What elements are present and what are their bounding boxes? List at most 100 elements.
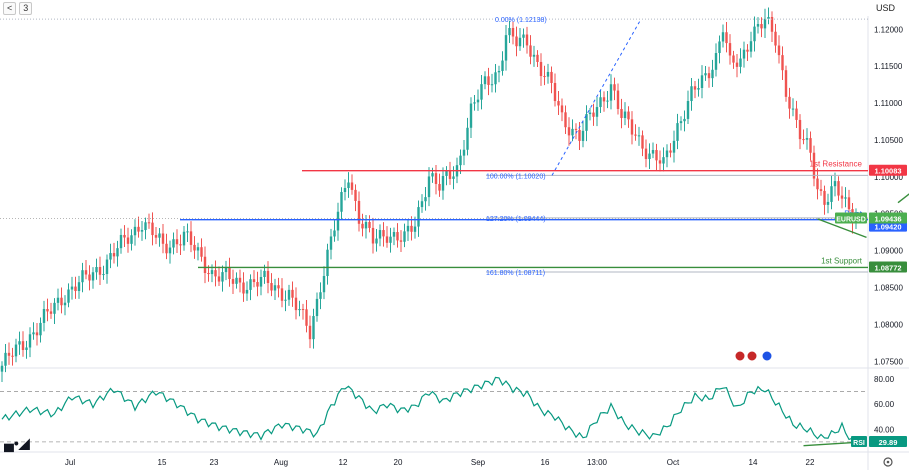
fib-level-label: 0.00% (1.12138) (495, 17, 547, 24)
gear-icon-center (886, 460, 890, 464)
candle-body (140, 230, 144, 232)
candle-body (637, 135, 641, 137)
candle-body (718, 41, 721, 54)
x-tick-label: 20 (394, 458, 403, 467)
candle-body (448, 170, 452, 179)
candle-body (480, 84, 483, 100)
level-price-tag (869, 261, 907, 273)
candle-body (623, 111, 627, 119)
candle-body (840, 195, 844, 199)
candle-body (725, 32, 728, 44)
candle-body (557, 101, 560, 106)
candle-body (742, 49, 746, 59)
candle-body (620, 108, 623, 119)
candle-body (497, 70, 501, 73)
y-tick-label: 1.07500 (874, 357, 903, 366)
candle-body (60, 297, 63, 306)
candle-body (494, 72, 497, 85)
candle-body (655, 149, 658, 161)
candle-body (368, 221, 371, 228)
candle-body (291, 289, 294, 298)
candle-body (182, 231, 186, 246)
candle-body (529, 45, 532, 57)
candle-body (161, 233, 165, 244)
candle-body (378, 230, 382, 239)
candle-body (826, 201, 830, 205)
candle-body (784, 70, 788, 97)
candle-body (686, 101, 690, 119)
candle-body (11, 355, 14, 357)
gear-icon[interactable] (883, 457, 893, 467)
candle-body (522, 34, 525, 38)
candle-body (767, 16, 770, 19)
candle-body (553, 82, 557, 102)
candle-body (476, 99, 480, 103)
candle-body (385, 236, 389, 243)
globe-icon[interactable] (761, 350, 773, 362)
y-tick-label: 1.08000 (874, 320, 903, 329)
candle-body (662, 157, 665, 164)
flag-icon[interactable] (734, 350, 746, 362)
candle-body (406, 225, 410, 232)
candle-body (679, 121, 683, 124)
last-price-text: 1.09436 (874, 214, 901, 223)
candle-body (126, 237, 130, 244)
x-tick-label: Oct (667, 458, 680, 467)
currency-label[interactable]: USD (875, 3, 895, 13)
candle-body (382, 230, 385, 237)
candle-body (77, 282, 81, 292)
candle-body (287, 289, 291, 300)
candle-body (704, 73, 707, 76)
candle-body (91, 272, 95, 281)
candle-body (200, 247, 203, 257)
candle-body (196, 247, 200, 251)
candle-body (375, 238, 378, 244)
candle-body (88, 274, 91, 281)
candle-body (347, 182, 350, 189)
candle-body (648, 153, 651, 160)
candle-body (690, 86, 693, 102)
candle-body (441, 175, 445, 191)
interval-button[interactable]: 3 (19, 1, 33, 15)
candle-body (809, 138, 812, 153)
candle-body (438, 183, 441, 191)
candle-body (46, 308, 49, 312)
candle-body (588, 112, 592, 115)
candle-body (420, 201, 424, 208)
candle-body (602, 97, 606, 102)
fib-level-label: 161.80% (1.08711) (486, 270, 545, 277)
candle-body (774, 31, 777, 46)
candle-body (707, 73, 711, 79)
candle-body (543, 76, 546, 78)
candle-body (256, 282, 259, 287)
candle-body (459, 155, 462, 166)
flag-icon[interactable] (746, 350, 758, 362)
candle-body (84, 270, 88, 275)
candle-body (798, 119, 802, 140)
candle-body (179, 244, 182, 246)
candle-body (224, 267, 228, 273)
candle-body (483, 76, 487, 85)
candle-body (746, 49, 749, 52)
candle-body (172, 239, 175, 248)
candle-body (123, 234, 126, 238)
candle-body (270, 283, 273, 291)
candle-body (165, 243, 168, 254)
x-tick-label: 13:00 (587, 458, 608, 467)
candle-body (305, 309, 308, 326)
candle-body (322, 276, 326, 293)
candle-body (490, 84, 494, 86)
candle-body (21, 341, 25, 351)
candle-body (739, 58, 742, 67)
candle-body (25, 347, 28, 351)
candle-body (511, 27, 515, 37)
candle-body (424, 197, 427, 202)
y-tick-label: 1.11000 (874, 99, 903, 108)
candle-body (641, 135, 644, 149)
candle-body (536, 54, 539, 62)
collapse-button[interactable]: < (3, 1, 17, 15)
candle-body (399, 240, 403, 242)
candle-body (389, 236, 392, 243)
